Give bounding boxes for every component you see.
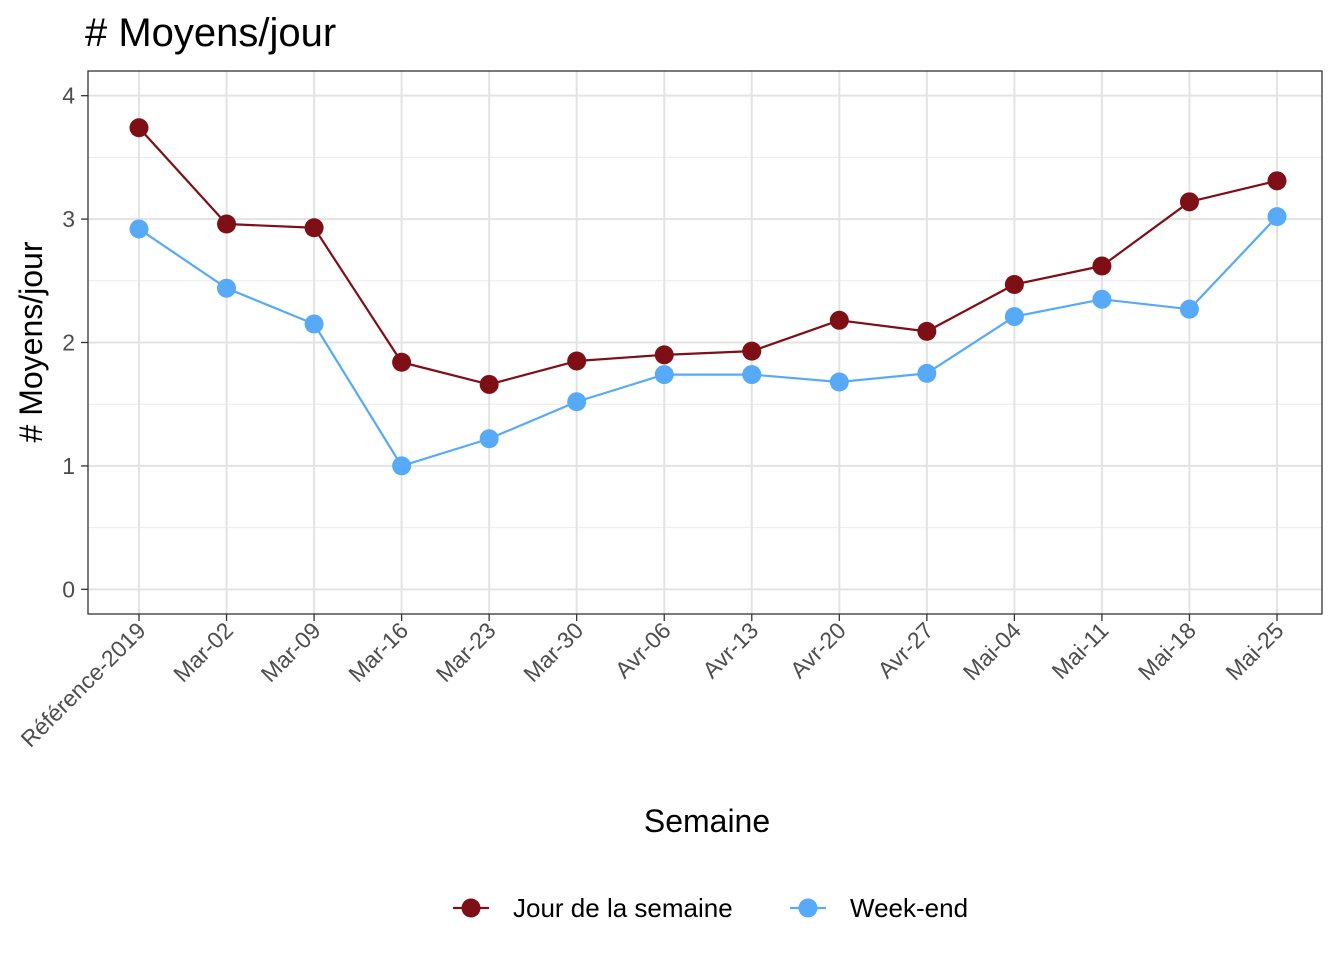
data-point-1 <box>129 219 149 239</box>
x-tick-label: Avr-06 <box>610 617 676 683</box>
legend-label: Week-end <box>850 893 968 923</box>
data-point-0 <box>917 321 937 341</box>
legend-label: Jour de la semaine <box>513 893 733 923</box>
data-point-1 <box>917 363 937 383</box>
x-axis-title: Semaine <box>644 803 770 839</box>
data-point-1 <box>1092 289 1112 309</box>
x-tick-label: Mar-30 <box>518 617 588 687</box>
x-tick-label: Mar-02 <box>168 617 238 687</box>
data-point-0 <box>129 118 149 138</box>
legend-key-dot <box>461 898 481 918</box>
x-tick-label: Mar-23 <box>431 617 501 687</box>
data-point-0 <box>217 214 237 234</box>
data-point-1 <box>654 365 674 385</box>
data-point-0 <box>567 351 587 371</box>
data-point-0 <box>1092 256 1112 276</box>
y-tick-label: 3 <box>62 206 75 232</box>
data-point-0 <box>392 352 412 372</box>
x-tick-label: Mar-16 <box>343 617 413 687</box>
x-tick-label: Avr-20 <box>785 617 851 683</box>
data-point-0 <box>829 310 849 330</box>
y-axis: 0 1 2 3 4 <box>62 83 88 602</box>
grid-major <box>88 71 1322 614</box>
grid-minor <box>88 156 1322 529</box>
series-layer <box>129 118 1287 476</box>
x-tick-label: Référence-2019 <box>16 617 151 752</box>
y-tick-label: 1 <box>62 453 75 479</box>
data-point-0 <box>1179 192 1199 212</box>
x-tick-label: Mai-04 <box>958 617 1026 685</box>
data-point-1 <box>742 365 762 385</box>
data-point-1 <box>304 314 324 334</box>
data-point-0 <box>1267 171 1287 191</box>
data-point-1 <box>479 429 499 449</box>
x-tick-label: Mai-18 <box>1133 617 1201 685</box>
y-tick-label: 4 <box>62 83 75 109</box>
y-tick-label: 2 <box>62 330 75 356</box>
x-axis: Référence-2019 Mar-02 Mar-09 Mar-16 Mar-23 Ma… <box>16 614 1289 752</box>
x-tick-label: Mai-25 <box>1220 617 1288 685</box>
x-tick-label: Mai-11 <box>1047 617 1114 684</box>
series-line-0 <box>138 127 1278 386</box>
y-tick-label: 0 <box>62 576 75 602</box>
data-point-1 <box>567 392 587 412</box>
data-point-0 <box>1004 274 1024 294</box>
data-point-0 <box>479 374 499 394</box>
legend-key-dot <box>798 898 818 918</box>
data-point-0 <box>654 345 674 365</box>
data-point-1 <box>392 456 412 476</box>
series-line-1 <box>138 215 1278 468</box>
data-point-0 <box>304 218 324 238</box>
x-tick-label: Mar-09 <box>256 617 326 687</box>
y-axis-title: # Moyens/jour <box>13 241 49 442</box>
data-point-1 <box>1179 299 1199 319</box>
data-point-1 <box>829 372 849 392</box>
data-point-1 <box>1004 307 1024 327</box>
chart-title: # Moyens/jour <box>85 11 336 55</box>
legend: Jour de la semaine Week-end <box>453 893 968 923</box>
data-point-1 <box>217 278 237 298</box>
data-point-0 <box>742 341 762 361</box>
data-point-1 <box>1267 207 1287 227</box>
x-tick-label: Avr-27 <box>872 617 938 683</box>
x-tick-label: Avr-13 <box>697 617 763 683</box>
